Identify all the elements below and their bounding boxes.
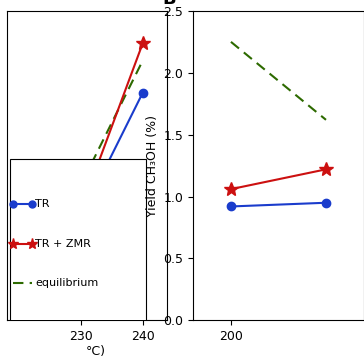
Text: B: B [162, 0, 176, 8]
FancyBboxPatch shape [10, 159, 146, 328]
Text: °C): °C) [86, 345, 105, 358]
Text: TR: TR [35, 199, 50, 209]
Text: equilibrium: equilibrium [35, 278, 98, 288]
Text: TR + ZMR: TR + ZMR [35, 238, 91, 249]
Y-axis label: Yield CH₃OH (%): Yield CH₃OH (%) [146, 115, 159, 217]
